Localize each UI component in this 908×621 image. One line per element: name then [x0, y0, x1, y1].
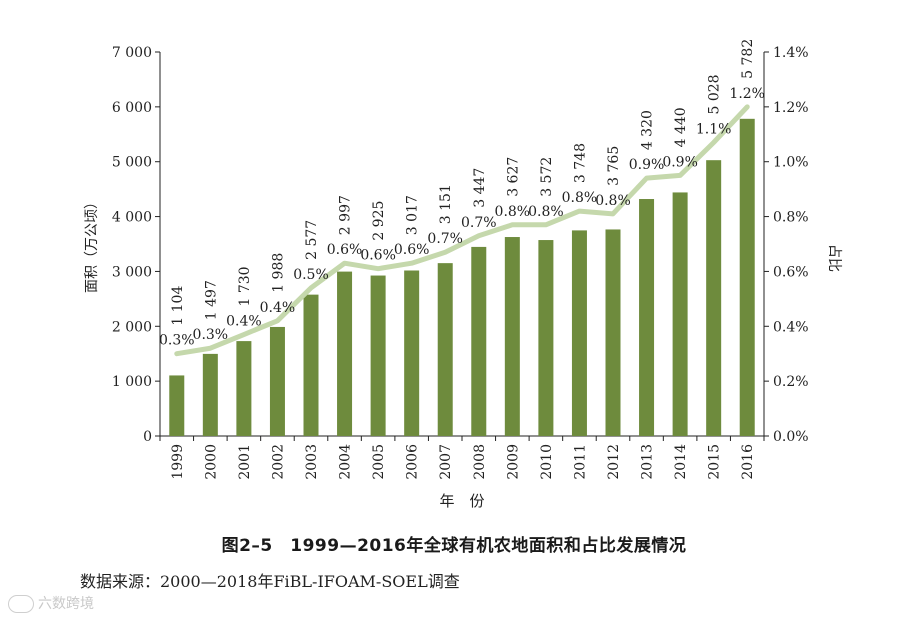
bar	[169, 375, 185, 436]
share-data-label: 1.2%	[729, 86, 765, 102]
x-tick-label: 2008	[472, 444, 488, 480]
share-data-label: 0.9%	[662, 154, 698, 170]
x-axis-title: 年 份	[439, 492, 484, 510]
bar-data-label: 4 320	[640, 110, 656, 150]
bar-data-label: 3 572	[539, 157, 555, 197]
y-tick-label: 0	[143, 429, 152, 445]
bar-data-label: 2 577	[304, 220, 320, 260]
bar	[404, 270, 420, 436]
bar	[202, 353, 218, 436]
bar-data-label: 1 497	[203, 280, 219, 320]
y2-tick-label: 0.4%	[773, 319, 809, 335]
x-tick-label: 2005	[371, 444, 387, 480]
bar-data-label: 1 104	[170, 286, 186, 326]
bar	[370, 275, 386, 436]
y2-tick-label: 0.2%	[773, 374, 809, 390]
figure-caption: 图2–5 1999—2016年全球有机农地面积和占比发展情况	[221, 536, 687, 556]
bar	[504, 237, 520, 436]
bar-data-label: 3 017	[405, 195, 421, 235]
y2-tick-label: 1.2%	[773, 100, 809, 116]
x-tick-label: 2011	[572, 444, 588, 480]
share-data-label: 0.6%	[360, 248, 396, 264]
bar-data-label: 5 028	[707, 74, 723, 114]
watermark: 六数跨境	[8, 593, 94, 613]
y-tick-label: 4 000	[112, 210, 152, 226]
bar-data-label: 5 782	[740, 39, 756, 79]
bar-data-label: 2 925	[371, 201, 387, 241]
bar-data-label: 2 997	[338, 195, 354, 235]
x-tick-label: 2003	[304, 444, 320, 480]
y2-axis-title: 占比	[826, 244, 842, 272]
bar-data-label: 1 730	[237, 266, 253, 306]
bar-data-label: 3 447	[472, 168, 488, 208]
bar	[571, 230, 587, 436]
share-data-label: 0.8%	[562, 190, 598, 206]
y-tick-label: 6 000	[112, 100, 152, 116]
share-data-label: 0.8%	[495, 204, 531, 220]
x-tick-label: 2002	[270, 444, 286, 480]
share-data-label: 0.7%	[427, 231, 463, 247]
bar	[471, 246, 487, 436]
share-data-label: 0.6%	[327, 242, 363, 258]
y-tick-label: 3 000	[112, 264, 152, 280]
x-tick-label: 2000	[203, 444, 219, 480]
bar-data-label: 3 748	[572, 143, 588, 183]
y-tick-label: 7 000	[112, 45, 152, 61]
y-tick-label: 5 000	[112, 155, 152, 171]
x-tick-label: 2004	[338, 444, 354, 480]
y2-tick-label: 0.0%	[773, 429, 809, 445]
x-tick-label: 2010	[539, 444, 555, 480]
bar-data-label: 4 440	[673, 107, 689, 147]
share-data-label: 0.6%	[394, 242, 430, 258]
y2-tick-label: 1.0%	[773, 155, 809, 171]
y2-tick-label: 0.8%	[773, 210, 809, 226]
bar	[337, 271, 353, 436]
share-data-label: 0.4%	[226, 314, 262, 330]
bar	[269, 326, 285, 436]
bar	[639, 199, 655, 436]
y2-tick-label: 1.4%	[773, 45, 809, 61]
x-tick-label: 2009	[505, 444, 521, 480]
share-line	[174, 104, 750, 357]
share-data-label: 0.3%	[159, 333, 195, 349]
share-data-label: 0.7%	[461, 215, 497, 231]
bar	[538, 240, 554, 436]
watermark-logo-icon	[8, 595, 34, 613]
share-data-label: 0.8%	[595, 193, 631, 209]
x-tick-label: 2007	[438, 444, 454, 480]
y2-tick-label: 0.6%	[773, 264, 809, 280]
bar-data-label: 3 151	[438, 184, 454, 224]
share-data-label: 0.5%	[293, 267, 329, 283]
x-tick-label: 2013	[640, 444, 656, 480]
x-tick-label: 2006	[405, 444, 421, 480]
share-data-label: 0.3%	[193, 327, 229, 343]
x-tick-label: 1999	[170, 444, 186, 480]
y-axis-title: 面积（万公顷）	[84, 195, 100, 293]
x-tick-label: 2001	[237, 444, 253, 480]
bar	[437, 263, 453, 436]
share-data-label: 1.1%	[696, 122, 732, 138]
bar	[605, 229, 621, 436]
y-tick-label: 1 000	[112, 374, 152, 390]
y-tick-label: 2 000	[112, 319, 152, 335]
x-tick-label: 2012	[606, 444, 622, 480]
data-source-note: 数据来源：2000—2018年FiBL-IFOAM-SOEL调查	[80, 572, 460, 591]
bar-data-label: 1 988	[270, 253, 286, 293]
share-data-label: 0.4%	[260, 300, 296, 316]
bar	[236, 341, 252, 436]
x-tick-label: 2014	[673, 444, 689, 480]
bar	[706, 160, 722, 436]
share-data-label: 0.9%	[629, 157, 665, 173]
bar	[739, 118, 755, 436]
share-data-label: 0.8%	[528, 204, 564, 220]
x-tick-label: 2016	[740, 444, 756, 480]
chart: 0 1 000 2 000 3 000 4 000 5 000 6 000 7 000 0.0%…	[84, 39, 842, 510]
x-tick-label: 2015	[707, 444, 723, 480]
watermark-text: 六数跨境	[38, 596, 94, 612]
bar-data-label: 3 765	[606, 146, 622, 186]
bar	[303, 294, 319, 436]
bar	[672, 192, 688, 436]
bar-data-label: 3 627	[505, 157, 521, 197]
